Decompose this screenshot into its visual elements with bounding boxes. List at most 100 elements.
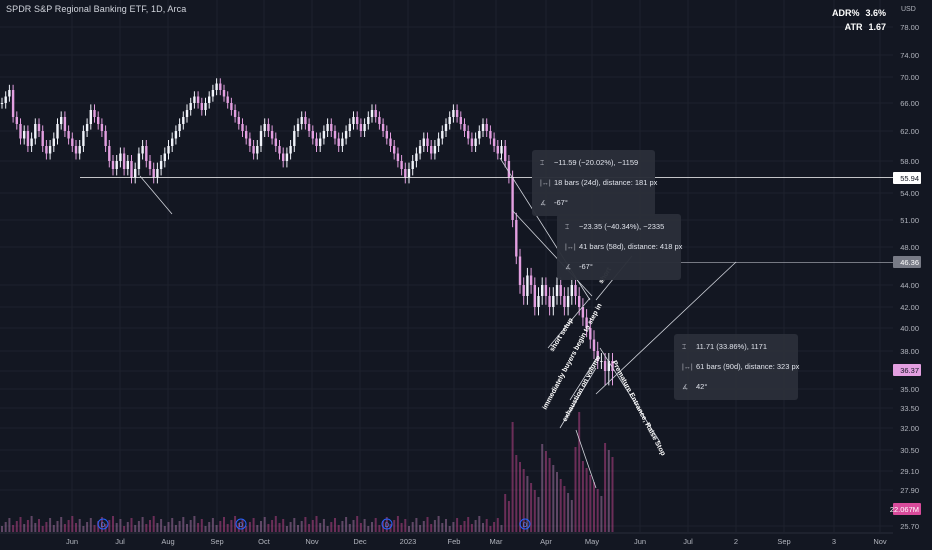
volume-bar [45, 522, 48, 532]
volume-bar [374, 518, 377, 532]
candle-body [208, 96, 211, 103]
candle-body [204, 103, 207, 110]
volume-bar [322, 519, 325, 532]
volume-bar [415, 518, 418, 532]
price-label-text: 55.94 [900, 174, 919, 183]
candle-body [611, 361, 614, 371]
candle-body [489, 131, 492, 139]
volume-bar [445, 519, 447, 532]
candle-body [11, 90, 15, 117]
volume-bar [204, 526, 207, 532]
volume-bar [237, 523, 240, 532]
price-tick-label: 30.50 [900, 446, 919, 455]
bars-range-icon: |↔| [565, 244, 576, 251]
price-tick-label: 58.00 [900, 157, 919, 166]
price-label-text: 22.067M [890, 505, 919, 514]
volume-bar [100, 517, 103, 532]
time-tick-label: Jun [634, 537, 646, 546]
volume-bar [230, 520, 233, 532]
volume-bar [200, 519, 203, 532]
volume-bar [241, 519, 244, 532]
candle-body [8, 90, 11, 97]
candle-body [452, 110, 455, 117]
candle-body [300, 117, 303, 124]
price-tick-label: 29.10 [900, 467, 919, 476]
candle-body [344, 131, 348, 139]
volume-bar [356, 516, 359, 532]
volume-bar [359, 523, 362, 532]
volume-bar [341, 521, 344, 532]
volume-bar [311, 520, 314, 532]
volume-bar [141, 517, 144, 532]
volume-bar [130, 518, 133, 532]
volume-bar [49, 518, 52, 532]
price-label-badge: 46.36 [893, 256, 921, 268]
price-tick-label: 70.00 [900, 73, 919, 82]
candle-body [433, 146, 437, 154]
volume-bar [56, 521, 59, 532]
dividend-marker-circle [235, 518, 247, 530]
candle-body [82, 131, 85, 146]
trend-line [569, 355, 599, 401]
stats-panel: ADR% 3.6% ATR 1.67 [832, 6, 886, 34]
volume-bar [456, 518, 459, 532]
volume-bar [60, 517, 63, 532]
price-range-icon: ⌶ [682, 344, 687, 351]
volume-bar [156, 523, 159, 532]
candle-body [78, 146, 81, 154]
volume-bar [396, 516, 399, 532]
volume-bar [422, 521, 425, 532]
trend-line [599, 347, 661, 443]
candle-body [529, 275, 533, 285]
candle-body [41, 131, 44, 146]
symbol-title[interactable]: SPDR S&P Regional Banking ETF, 1D, Arca [6, 4, 187, 14]
volume-bar [411, 522, 414, 532]
price-tick-label: 38.00 [900, 347, 919, 356]
tooltip-2-bars: 41 bars (58d), distance: 418 px [579, 242, 683, 251]
volume-bar [193, 516, 196, 532]
volume-bar [285, 526, 288, 532]
volume-bar [485, 519, 488, 532]
candle-series [0, 78, 614, 386]
price-tick-label: 74.00 [900, 51, 919, 60]
volume-bar [82, 526, 85, 532]
candle-body [141, 146, 144, 154]
dividend-marker-label: D [385, 523, 390, 529]
volume-bar [437, 516, 440, 532]
volume-bar [304, 517, 307, 532]
candle-body [178, 124, 181, 131]
volume-bar [223, 517, 225, 532]
candle-body [326, 124, 329, 131]
trend-line [547, 297, 591, 349]
price-range-icon: ⌶ [565, 224, 570, 231]
volume-bar [530, 483, 533, 532]
volume-bar [552, 465, 555, 532]
measure-tooltip-3: ⌶ 11.71 (33.86%), 1171 |↔| 61 bars (90d), … [674, 334, 799, 400]
volume-bar [63, 524, 66, 532]
price-tick-label: 25.70 [900, 522, 919, 531]
candle-body [374, 110, 377, 117]
candle-body [585, 317, 588, 328]
candle-body [437, 138, 440, 146]
volume-bar [478, 516, 481, 532]
price-tick-label: 44.00 [900, 281, 919, 290]
volume-bar [108, 520, 111, 532]
time-tick-label: Sep [210, 537, 223, 546]
candle-body [448, 117, 451, 124]
stat-atr-label: ATR [844, 22, 863, 32]
volume-bar [537, 497, 540, 532]
candle-body [478, 131, 481, 139]
volume-bar [426, 517, 429, 532]
volume-bar [489, 526, 492, 532]
time-tick-label: Oct [258, 537, 271, 546]
candle-body [167, 146, 170, 154]
time-tick-label: 2023 [400, 537, 417, 546]
volume-bar [19, 517, 22, 532]
volume-bar [556, 472, 558, 532]
volume-bar [500, 525, 503, 532]
dividend-marker-circle [381, 518, 393, 530]
volume-bar [126, 522, 129, 532]
candle-body [97, 117, 100, 124]
dividend-marker-label: D [101, 523, 106, 529]
